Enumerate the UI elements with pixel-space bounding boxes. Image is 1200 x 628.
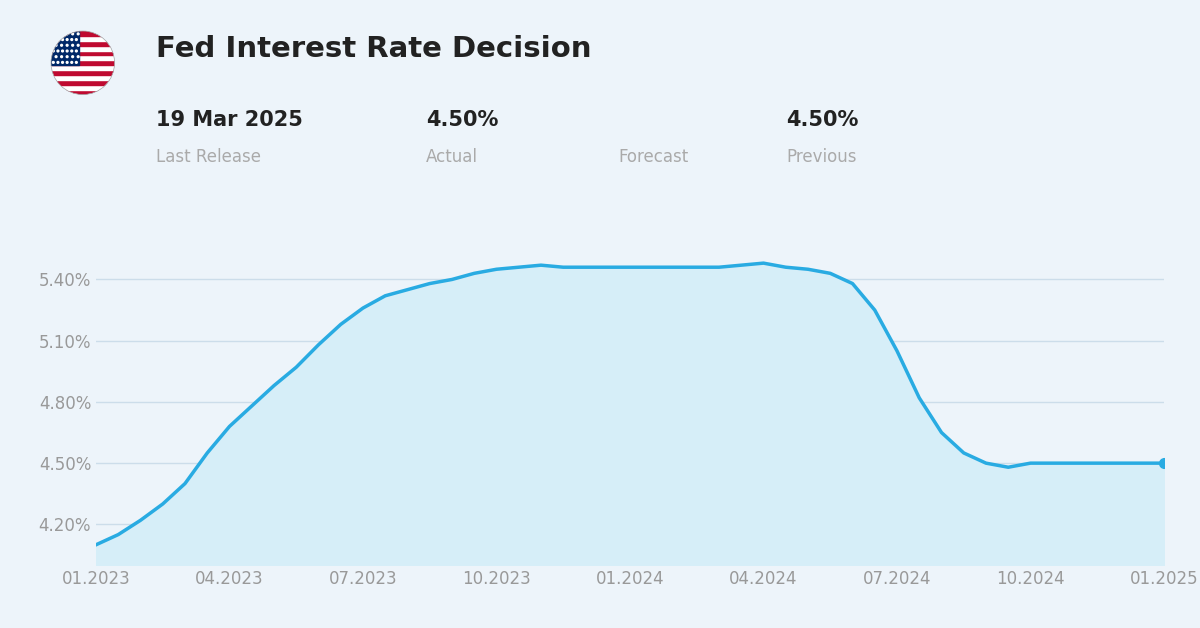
Bar <box>52 46 114 51</box>
Circle shape <box>61 39 64 40</box>
Circle shape <box>77 45 79 46</box>
Bar <box>52 85 114 90</box>
Text: Fed Interest Rate Decision: Fed Interest Rate Decision <box>156 35 592 63</box>
Circle shape <box>61 45 62 46</box>
Text: 19 Mar 2025: 19 Mar 2025 <box>156 110 302 130</box>
Circle shape <box>61 56 62 58</box>
Circle shape <box>66 45 68 46</box>
Bar <box>52 75 114 80</box>
Bar <box>52 90 114 95</box>
Circle shape <box>52 31 114 95</box>
Circle shape <box>58 50 59 52</box>
Bar <box>52 31 79 65</box>
Circle shape <box>66 39 68 40</box>
Bar <box>52 70 114 75</box>
Circle shape <box>72 33 73 35</box>
Circle shape <box>55 33 56 35</box>
Circle shape <box>55 45 56 46</box>
Bar <box>52 55 114 60</box>
Bar <box>52 65 114 70</box>
Circle shape <box>66 56 68 58</box>
Circle shape <box>61 50 64 52</box>
Text: Forecast: Forecast <box>618 148 689 166</box>
Circle shape <box>58 39 59 40</box>
Circle shape <box>77 33 79 35</box>
Bar <box>52 51 114 55</box>
Circle shape <box>76 39 77 40</box>
Circle shape <box>71 39 73 40</box>
Circle shape <box>61 33 62 35</box>
Bar <box>52 60 114 65</box>
Circle shape <box>76 50 77 52</box>
Circle shape <box>52 31 114 95</box>
Circle shape <box>53 62 54 63</box>
Circle shape <box>53 50 54 52</box>
Text: 4.50%: 4.50% <box>426 110 498 130</box>
Circle shape <box>72 56 73 58</box>
Text: 4.50%: 4.50% <box>786 110 858 130</box>
Circle shape <box>66 62 68 63</box>
Circle shape <box>77 56 79 58</box>
Text: Previous: Previous <box>786 148 857 166</box>
Circle shape <box>76 62 77 63</box>
Bar <box>52 80 114 85</box>
Circle shape <box>55 56 56 58</box>
Circle shape <box>66 50 68 52</box>
Text: Actual: Actual <box>426 148 478 166</box>
Circle shape <box>72 45 73 46</box>
Circle shape <box>71 62 73 63</box>
Bar <box>52 36 114 41</box>
Bar <box>52 41 114 46</box>
Circle shape <box>71 50 73 52</box>
Circle shape <box>66 33 68 35</box>
Bar <box>52 31 114 36</box>
Text: Last Release: Last Release <box>156 148 262 166</box>
Circle shape <box>58 62 59 63</box>
Circle shape <box>53 39 54 40</box>
Circle shape <box>61 62 64 63</box>
